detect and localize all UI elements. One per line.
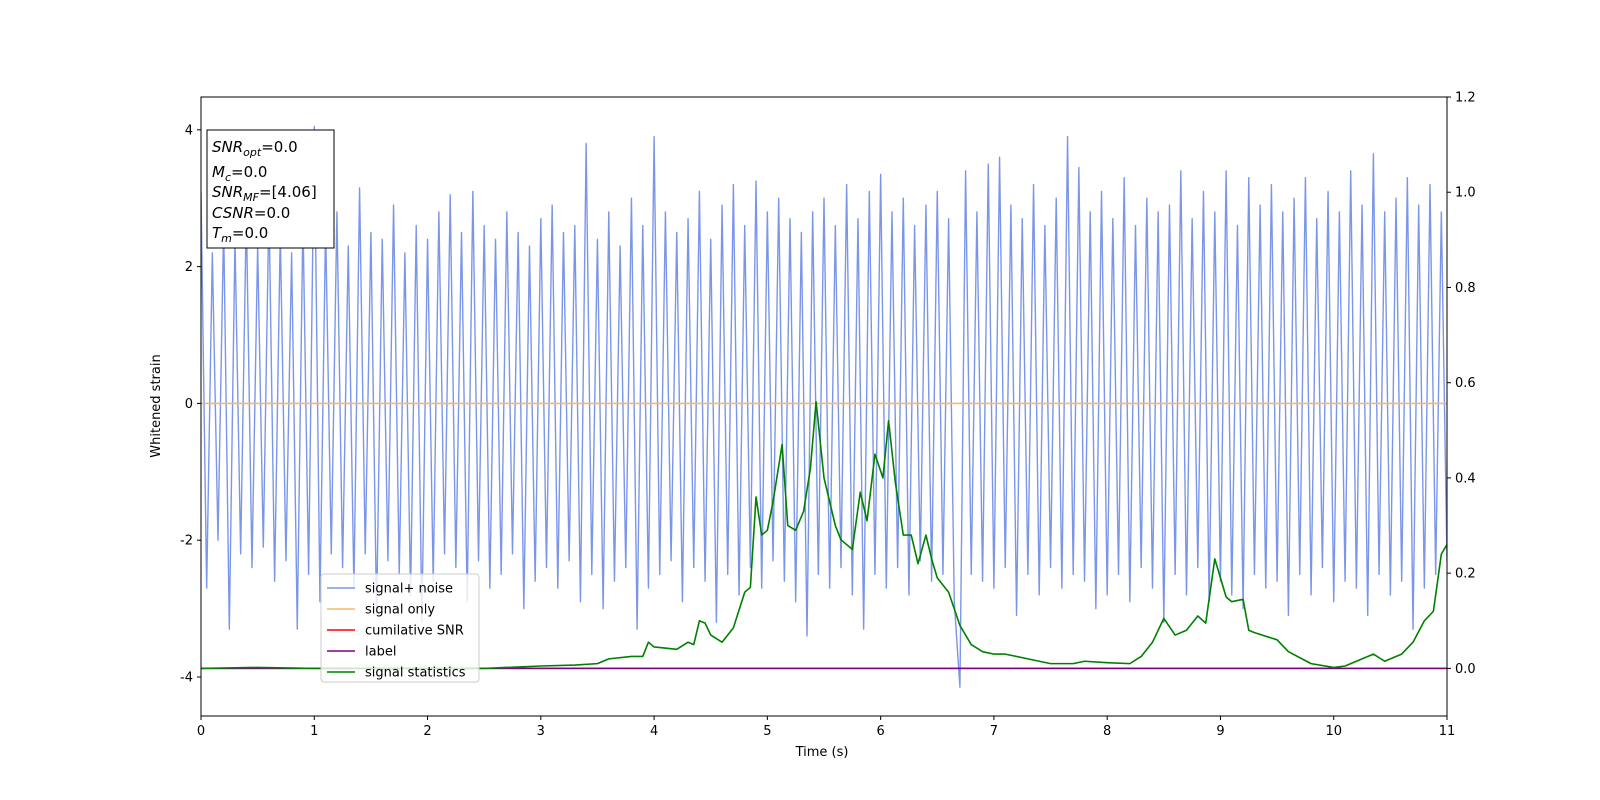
x-axis-label: Time (s) [795,745,849,760]
annotation-line: SNRMF=[4.06] [212,183,317,204]
x-tick-label: 8 [1103,724,1111,739]
y-axis-label: Whitened strain [149,354,164,457]
annotation-main: SNR [212,183,243,201]
x-tick-label: 7 [990,724,998,739]
annotation-main: SNR [212,138,243,156]
legend [320,573,480,683]
annotation-box [206,129,335,249]
x-tick-label: 4 [650,724,658,739]
y2-tick-label: 0.6 [1455,376,1476,391]
annotation-sub: opt [243,146,262,159]
annotation-line: CSNR=0.0 [212,204,290,222]
annotation-sub: MF [243,191,259,204]
legend-label: label [365,645,396,660]
annotation-rest: =0.0 [231,163,267,181]
annotation-line: SNRopt=0.0 [212,138,298,159]
y-tick-label: -2 [180,534,193,549]
annotation-main: CSNR [212,204,254,222]
annotation-sub: c [225,171,231,184]
legend-label: signal only [365,603,435,618]
y2-tick-label: 0.2 [1455,567,1476,582]
y2-tick-label: 1.2 [1455,91,1476,106]
x-tick-label: 11 [1439,724,1456,739]
axes-frame [200,96,1448,717]
y2-tick-label: 0.0 [1455,662,1476,677]
series-line [201,125,1447,688]
x-tick-label: 9 [1216,724,1224,739]
y-tick-label: 4 [185,123,193,138]
series-line [201,400,1447,670]
y-tick-label: 2 [185,260,193,275]
annotation-rest: =0.0 [261,138,297,156]
annotation-main: M [212,163,225,181]
annotation-rest: =0.0 [232,224,268,242]
y2-tick-label: 0.4 [1455,471,1476,486]
x-tick-label: 10 [1325,724,1342,739]
x-tick-label: 3 [537,724,545,739]
y-tick-label: -4 [180,671,193,686]
y2-tick-label: 0.8 [1455,281,1476,296]
x-tick-label: 5 [763,724,771,739]
x-tick-label: 6 [876,724,884,739]
legend-label: signal statistics [365,666,466,681]
annotation-line: Tm=0.0 [212,224,268,245]
y2-tick-label: 1.0 [1455,186,1476,201]
x-tick-label: 1 [310,724,318,739]
annotation-rest: =[4.06] [259,183,317,201]
legend-label: signal+ noise [365,582,453,597]
y-tick-label: 0 [185,397,193,412]
annotation-sub: m [221,232,232,245]
x-tick-label: 0 [197,724,205,739]
annotation-line: Mc=0.0 [212,163,267,184]
annotation-main: T [212,224,223,242]
x-tick-label: 2 [423,724,431,739]
annotation-rest: =0.0 [254,204,290,222]
legend-label: cumilative SNR [365,624,464,639]
